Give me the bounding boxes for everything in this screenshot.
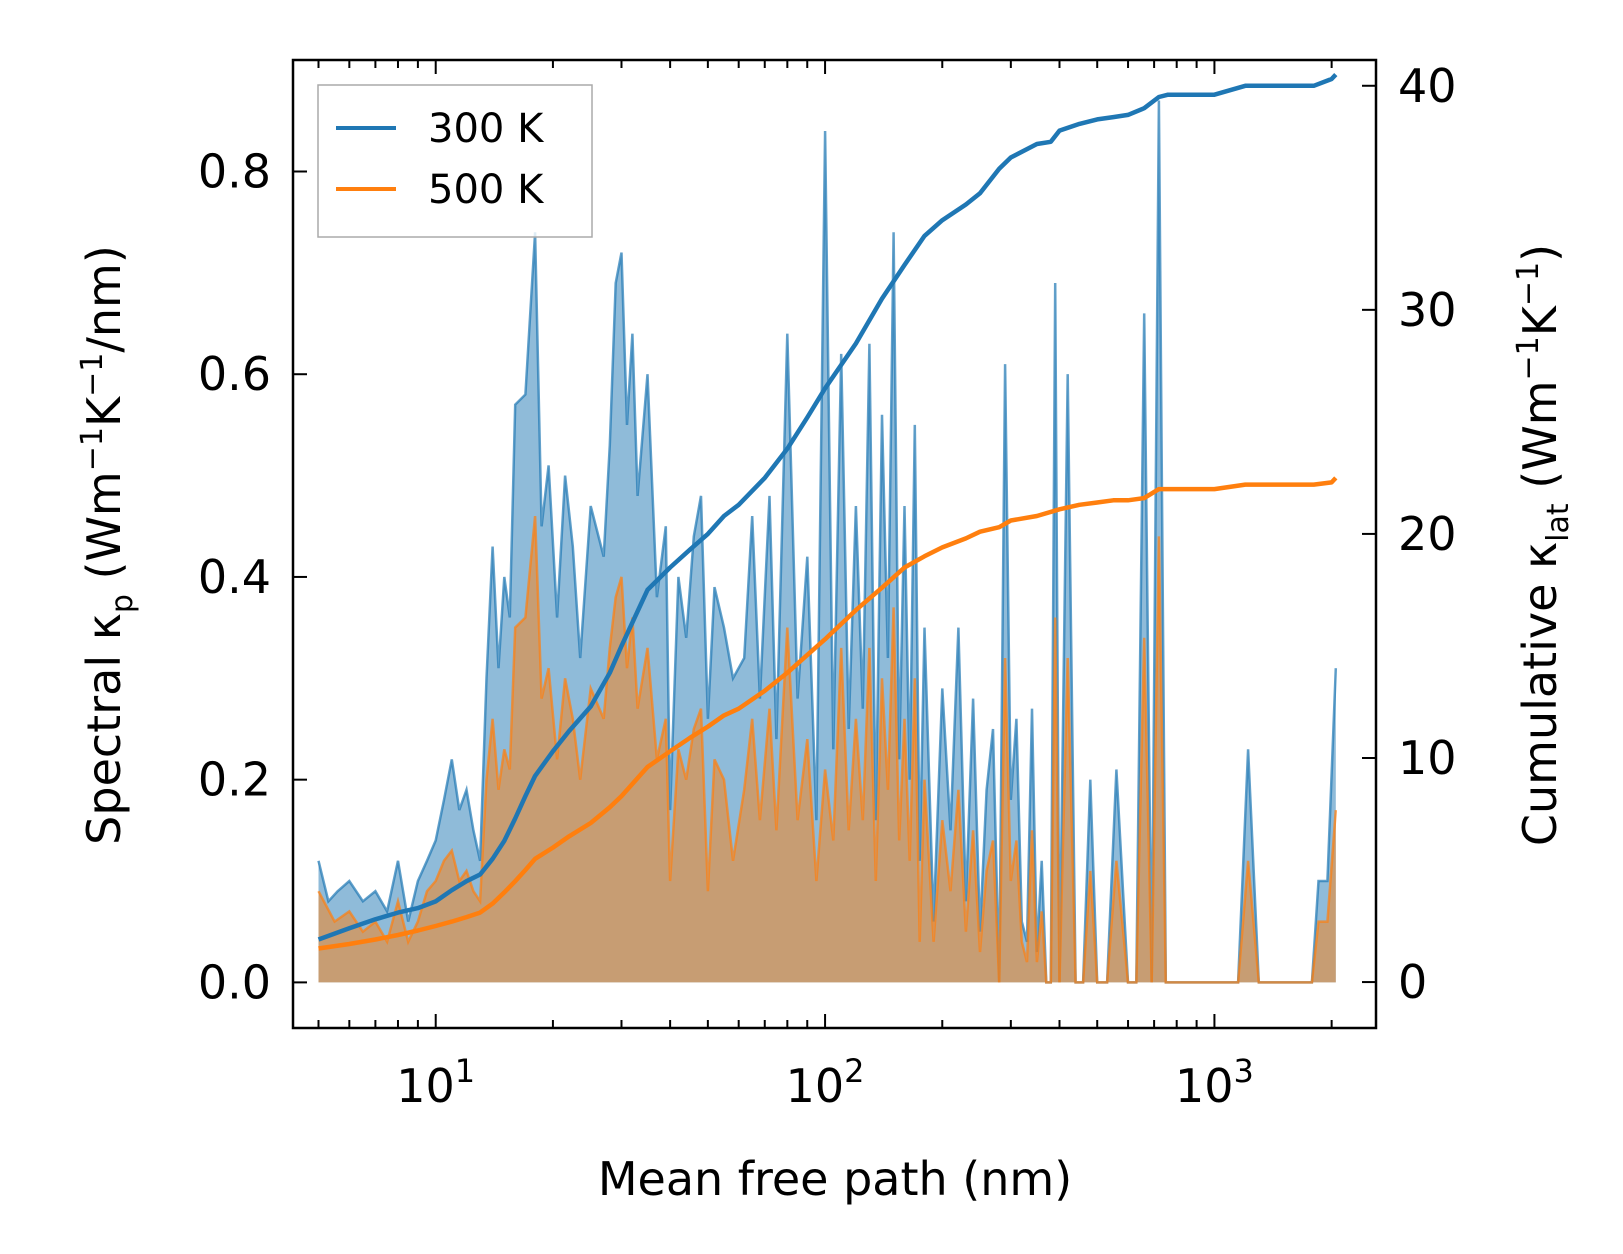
right-y-tick-label: 30 — [1398, 283, 1457, 337]
right-y-tick-label: 10 — [1398, 731, 1457, 785]
plot-area — [317, 73, 1338, 984]
right-y-tick-label: 40 — [1398, 59, 1457, 113]
spectral-line-500k — [317, 515, 1338, 984]
legend: 300 K 500 K — [317, 84, 593, 238]
left-y-axis-title: Spectral κp (Wm−1K−1/nm) — [75, 245, 140, 845]
cumulative-line-300k — [317, 73, 1338, 942]
x-tick-label-base: 10 — [1175, 1059, 1234, 1113]
x-tick-label-exponent: 3 — [1234, 1052, 1254, 1090]
left-y-tick-label: 0.0 — [198, 955, 271, 1009]
right-y-axis-title: Cumulative κlat (Wm−1K−1) — [1511, 244, 1576, 846]
x-tick-label-base: 10 — [786, 1059, 845, 1113]
spectral-area-500k — [318, 516, 1336, 983]
right-y-tick-label: 0 — [1398, 955, 1427, 1009]
x-axis-title: Mean free path (nm) — [598, 1152, 1072, 1206]
right-y-tick-label: 20 — [1398, 507, 1457, 561]
x-tick-label: 101 — [396, 1052, 475, 1113]
x-tick-label-exponent: 2 — [844, 1052, 864, 1090]
left-y-tick-label: 0.6 — [198, 347, 271, 401]
cumulative-line-500k — [318, 476, 1338, 951]
legend-label-300k: 300 K — [428, 106, 545, 152]
x-axis-ticks: 101 102 103 — [317, 60, 1333, 1113]
legend-box — [317, 84, 593, 238]
x-tick-label-exponent: 1 — [455, 1052, 475, 1090]
plot-frame — [291, 58, 1378, 1030]
x-tick-label: 103 — [1175, 1052, 1254, 1113]
left-y-tick-label: 0.2 — [198, 753, 271, 807]
right-y-axis-ticks: 0 10 20 30 40 — [1362, 59, 1457, 1009]
left-y-axis-ticks: 0.0 0.2 0.4 0.6 0.8 — [198, 144, 307, 1009]
legend-label-500k: 500 K — [428, 167, 545, 213]
x-tick-label: 102 — [786, 1052, 865, 1113]
left-y-tick-label: 0.4 — [198, 550, 271, 604]
x-tick-label-base: 10 — [396, 1059, 455, 1113]
left-y-tick-label: 0.8 — [198, 144, 271, 198]
